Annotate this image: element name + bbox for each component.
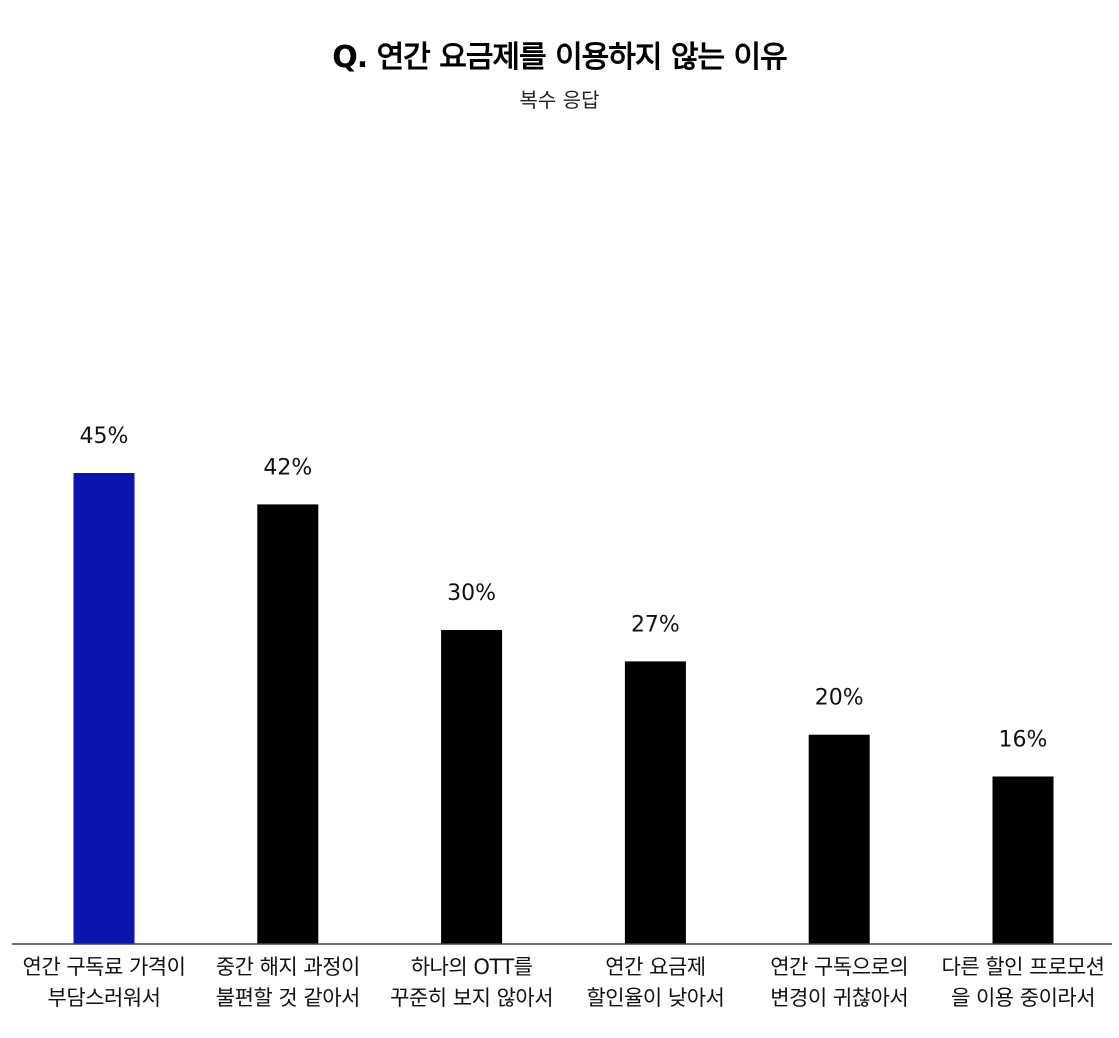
category-label-2-line-1: 중간 해지 과정이 [216,955,360,979]
category-label-3-line-2: 꾸준히 보지 않아서 [390,986,553,1010]
chart-subtitle: 복수 응답 [519,88,600,112]
category-label-4-line-1: 연간 요금제 [605,955,705,979]
value-label-1: 45% [80,424,129,449]
category-label-6-line-1: 다른 할인 프로모션 [942,955,1105,979]
category-label-4-line-2: 할인율이 낮아서 [586,986,724,1010]
bar-4 [624,661,686,944]
bar-2 [257,504,319,944]
bar-1 [73,473,135,944]
category-label-5-line-2: 변경이 귀찮아서 [770,986,908,1010]
bar-5 [808,734,870,944]
bar-6 [992,776,1054,944]
category-label-1-line-1: 연간 구독료 가격이 [23,955,186,979]
bars-group [73,473,1054,944]
bar-3 [441,630,503,944]
value-label-6: 16% [999,728,1048,753]
category-label-6-line-2: 을 이용 중이라서 [951,986,1095,1010]
value-label-3: 30% [447,581,496,606]
category-label-5-line-1: 연간 구독으로의 [770,955,908,979]
value-labels-group: 45% 42% 30% 27% 20% 16% [80,424,1048,753]
value-label-4: 27% [631,612,680,637]
value-label-2: 42% [263,455,312,480]
category-label-3-line-1: 하나의 OTT를 [411,955,533,979]
chart-title: Q. 연간 요금제를 이용하지 않는 이유 [332,40,788,75]
category-label-1-line-2: 부담스러워서 [48,986,161,1010]
category-label-2-line-2: 불편할 것 같아서 [216,986,360,1010]
value-label-5: 20% [815,686,864,711]
